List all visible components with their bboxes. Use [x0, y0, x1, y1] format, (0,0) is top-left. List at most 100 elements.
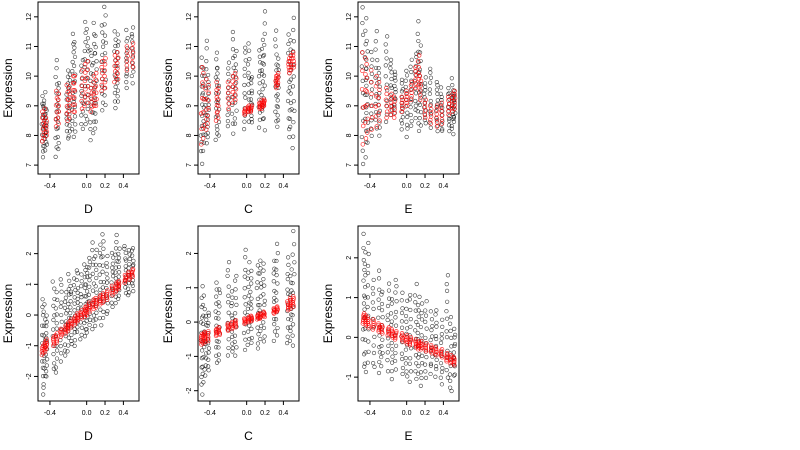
observed-point — [292, 260, 297, 265]
fitted-point — [91, 79, 96, 85]
fitted-point — [233, 97, 238, 103]
observed-point — [388, 57, 394, 62]
fitted-point — [130, 46, 135, 51]
y-tick-label: 10 — [346, 72, 353, 80]
y-tick-label: 12 — [26, 13, 33, 21]
observed-point — [287, 127, 292, 132]
observed-point — [446, 123, 452, 128]
fitted-point — [203, 127, 209, 132]
observed-point — [286, 41, 291, 47]
fitted-point — [216, 329, 222, 335]
observed-point — [199, 365, 204, 370]
observed-point — [40, 93, 45, 99]
fitted-point — [376, 110, 382, 116]
observed-point — [54, 290, 59, 295]
observed-point — [44, 140, 49, 145]
observed-point — [393, 315, 398, 320]
observed-point — [408, 369, 414, 374]
fitted-point — [439, 113, 445, 118]
observed-point — [66, 136, 71, 141]
observed-point — [112, 90, 117, 96]
observed-point — [53, 74, 58, 80]
observed-point — [232, 339, 237, 345]
observed-point — [452, 341, 458, 347]
observed-point — [204, 351, 209, 356]
observed-point — [449, 123, 454, 129]
fitted-point — [84, 75, 90, 81]
observed-point — [94, 67, 99, 72]
fitted-point — [373, 104, 379, 109]
observed-point — [400, 290, 405, 295]
observed-point — [444, 367, 449, 373]
observed-point — [376, 66, 381, 71]
observed-point — [50, 279, 55, 284]
observed-point — [449, 388, 454, 394]
observed-point — [115, 43, 121, 48]
observed-point — [214, 287, 219, 292]
observed-point — [243, 247, 248, 252]
fitted-point — [124, 44, 130, 49]
fitted-point — [103, 56, 108, 61]
observed-point — [201, 293, 206, 298]
fitted-point — [80, 91, 85, 96]
observed-point — [257, 110, 263, 115]
observed-point — [258, 294, 263, 299]
fitted-point — [130, 41, 136, 46]
observed-point — [380, 315, 385, 320]
fitted-point — [439, 347, 445, 352]
fitted-point — [125, 53, 130, 59]
observed-point — [42, 302, 47, 307]
y-tick-label: 12 — [186, 13, 193, 21]
observed-point — [79, 279, 84, 284]
observed-point — [230, 341, 235, 346]
observed-point — [404, 306, 409, 311]
observed-point — [291, 134, 296, 139]
observed-point — [214, 315, 219, 321]
fitted-point — [93, 70, 99, 76]
y-tick-label: 1 — [346, 296, 353, 300]
fitted-point — [206, 105, 211, 111]
observed-point — [216, 345, 221, 350]
observed-point — [276, 67, 281, 73]
fitted-point — [360, 68, 365, 74]
observed-point — [104, 264, 110, 270]
fitted-point — [417, 73, 423, 79]
observed-point — [68, 311, 73, 316]
fitted-point — [376, 327, 382, 333]
fitted-point — [91, 103, 97, 109]
observed-point — [254, 285, 259, 291]
observed-point — [54, 91, 59, 96]
observed-point — [200, 91, 206, 96]
observed-point — [272, 258, 277, 263]
fitted-point — [291, 304, 296, 309]
observed-point — [389, 340, 394, 346]
observed-point — [246, 70, 251, 75]
observed-point — [429, 328, 434, 333]
observed-point — [377, 305, 382, 311]
observed-point — [440, 324, 445, 329]
observed-point — [288, 280, 294, 285]
observed-point — [416, 121, 421, 126]
y-tick-label: 0 — [346, 335, 353, 339]
fitted-point — [116, 285, 121, 290]
observed-point — [379, 308, 385, 313]
observed-point — [199, 113, 205, 119]
observed-point — [434, 366, 439, 372]
observed-point — [113, 246, 119, 251]
observed-point — [56, 140, 61, 146]
observed-point — [64, 116, 69, 121]
observed-point — [51, 317, 56, 323]
observed-point — [104, 286, 109, 291]
observed-point — [82, 64, 87, 70]
observed-point — [274, 241, 280, 246]
observed-point — [245, 342, 250, 347]
observed-point — [439, 332, 444, 337]
observed-point — [87, 265, 92, 270]
panel-2: -0.4 0.0 0.2 0.4 7 8 9 10 11 12 C Expression — [161, 1, 300, 216]
observed-point — [275, 118, 281, 123]
observed-point — [256, 332, 261, 337]
y-axis-label: Expression — [161, 284, 175, 343]
observed-point — [202, 73, 207, 78]
fitted-point — [404, 88, 409, 94]
observed-point — [286, 32, 291, 37]
